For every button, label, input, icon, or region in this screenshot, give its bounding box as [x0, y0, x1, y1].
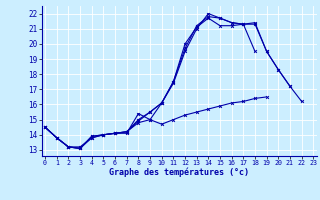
X-axis label: Graphe des températures (°c): Graphe des températures (°c) — [109, 168, 249, 177]
